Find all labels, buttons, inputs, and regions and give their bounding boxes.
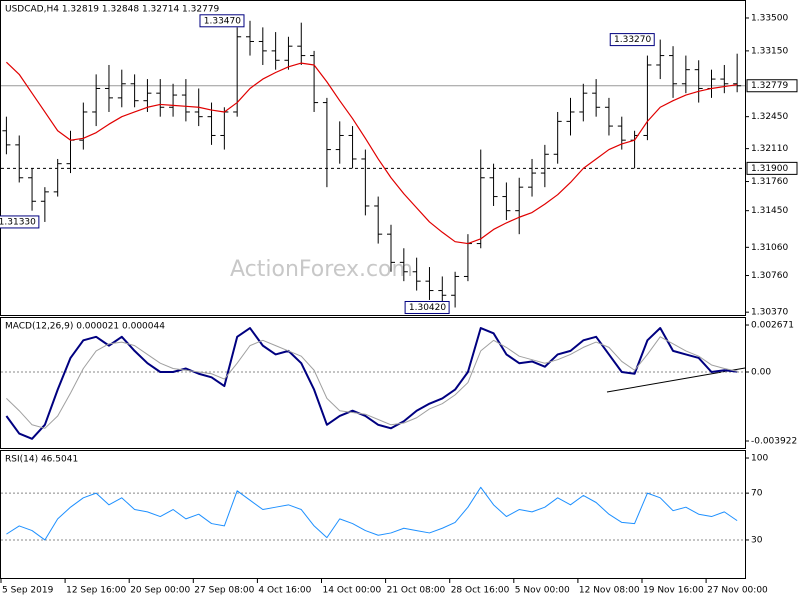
x-tick-label: 12 Sep 16:00	[66, 586, 126, 596]
x-tick-label: 28 Oct 16:00	[451, 586, 510, 596]
watermark: ActionForex.com	[230, 257, 413, 282]
y-tick-label: 1.30370	[751, 308, 788, 318]
annotation-box	[404, 300, 450, 314]
x-tick-label: 5 Nov 00:00	[515, 586, 570, 596]
price-label: 1.32779	[751, 81, 788, 91]
y-tick-label: 0.00	[751, 368, 771, 378]
x-tick-label: 12 Nov 08:00	[579, 586, 640, 596]
rsi-line	[6, 486, 738, 541]
y-tick-label: 1.31450	[751, 206, 788, 216]
price-label-box	[746, 161, 798, 175]
macd-title: MACD(12,26,9) 0.000021 0.000044	[5, 322, 165, 332]
y-tick-label: 1.33500	[751, 13, 788, 23]
y-tick-label: 1.32110	[751, 144, 788, 154]
annotation-label: 1.30420	[409, 303, 446, 313]
y-tick-label: 1.32450	[751, 112, 788, 122]
y-tick-label: 30	[751, 535, 763, 545]
x-tick-label: 4 Oct 16:00	[258, 586, 311, 596]
macd-panel-frame	[0, 317, 746, 449]
y-tick-label: 1.31760	[751, 177, 788, 187]
x-tick-label: 19 Nov 16:00	[643, 586, 704, 596]
signal-line	[6, 336, 738, 429]
price-panel-frame	[0, 0, 746, 316]
y-tick-label: 1.30760	[751, 271, 788, 281]
y-tick-label: 0.002671	[751, 321, 794, 331]
x-tick-label: 21 Oct 08:00	[387, 586, 446, 596]
x-tick-label: 14 Oct 00:00	[323, 586, 382, 596]
annotation-label: 1.33470	[204, 16, 241, 26]
price-title: USDCAD,H4 1.32819 1.32848 1.32714 1.3277…	[5, 5, 220, 15]
moving-average	[5, 61, 738, 245]
rsi-panel-frame	[0, 450, 746, 579]
annotation-label: 1.33270	[614, 35, 651, 45]
y-tick-label: 70	[751, 489, 763, 499]
x-tick-label: 20 Sep 00:00	[130, 586, 190, 596]
y-tick-label: 1.33150	[751, 46, 788, 56]
x-tick-label: 5 Sep 2019	[2, 586, 54, 596]
price-label: 1.31900	[751, 164, 788, 174]
rsi-title: RSI(14) 46.5041	[5, 455, 78, 465]
y-tick-label: 100	[751, 454, 768, 464]
x-tick-label: 27 Sep 08:00	[194, 586, 254, 596]
x-tick-label: 27 Nov 00:00	[707, 586, 768, 596]
annotation-label: 1.31330	[0, 217, 36, 227]
y-tick-label: -0.003922	[751, 436, 797, 446]
price-label-box	[746, 79, 798, 93]
y-tick-label: 1.31060	[751, 243, 788, 253]
annotation-box	[199, 14, 245, 28]
annotation-box	[609, 33, 655, 47]
annotation-box	[0, 215, 40, 229]
